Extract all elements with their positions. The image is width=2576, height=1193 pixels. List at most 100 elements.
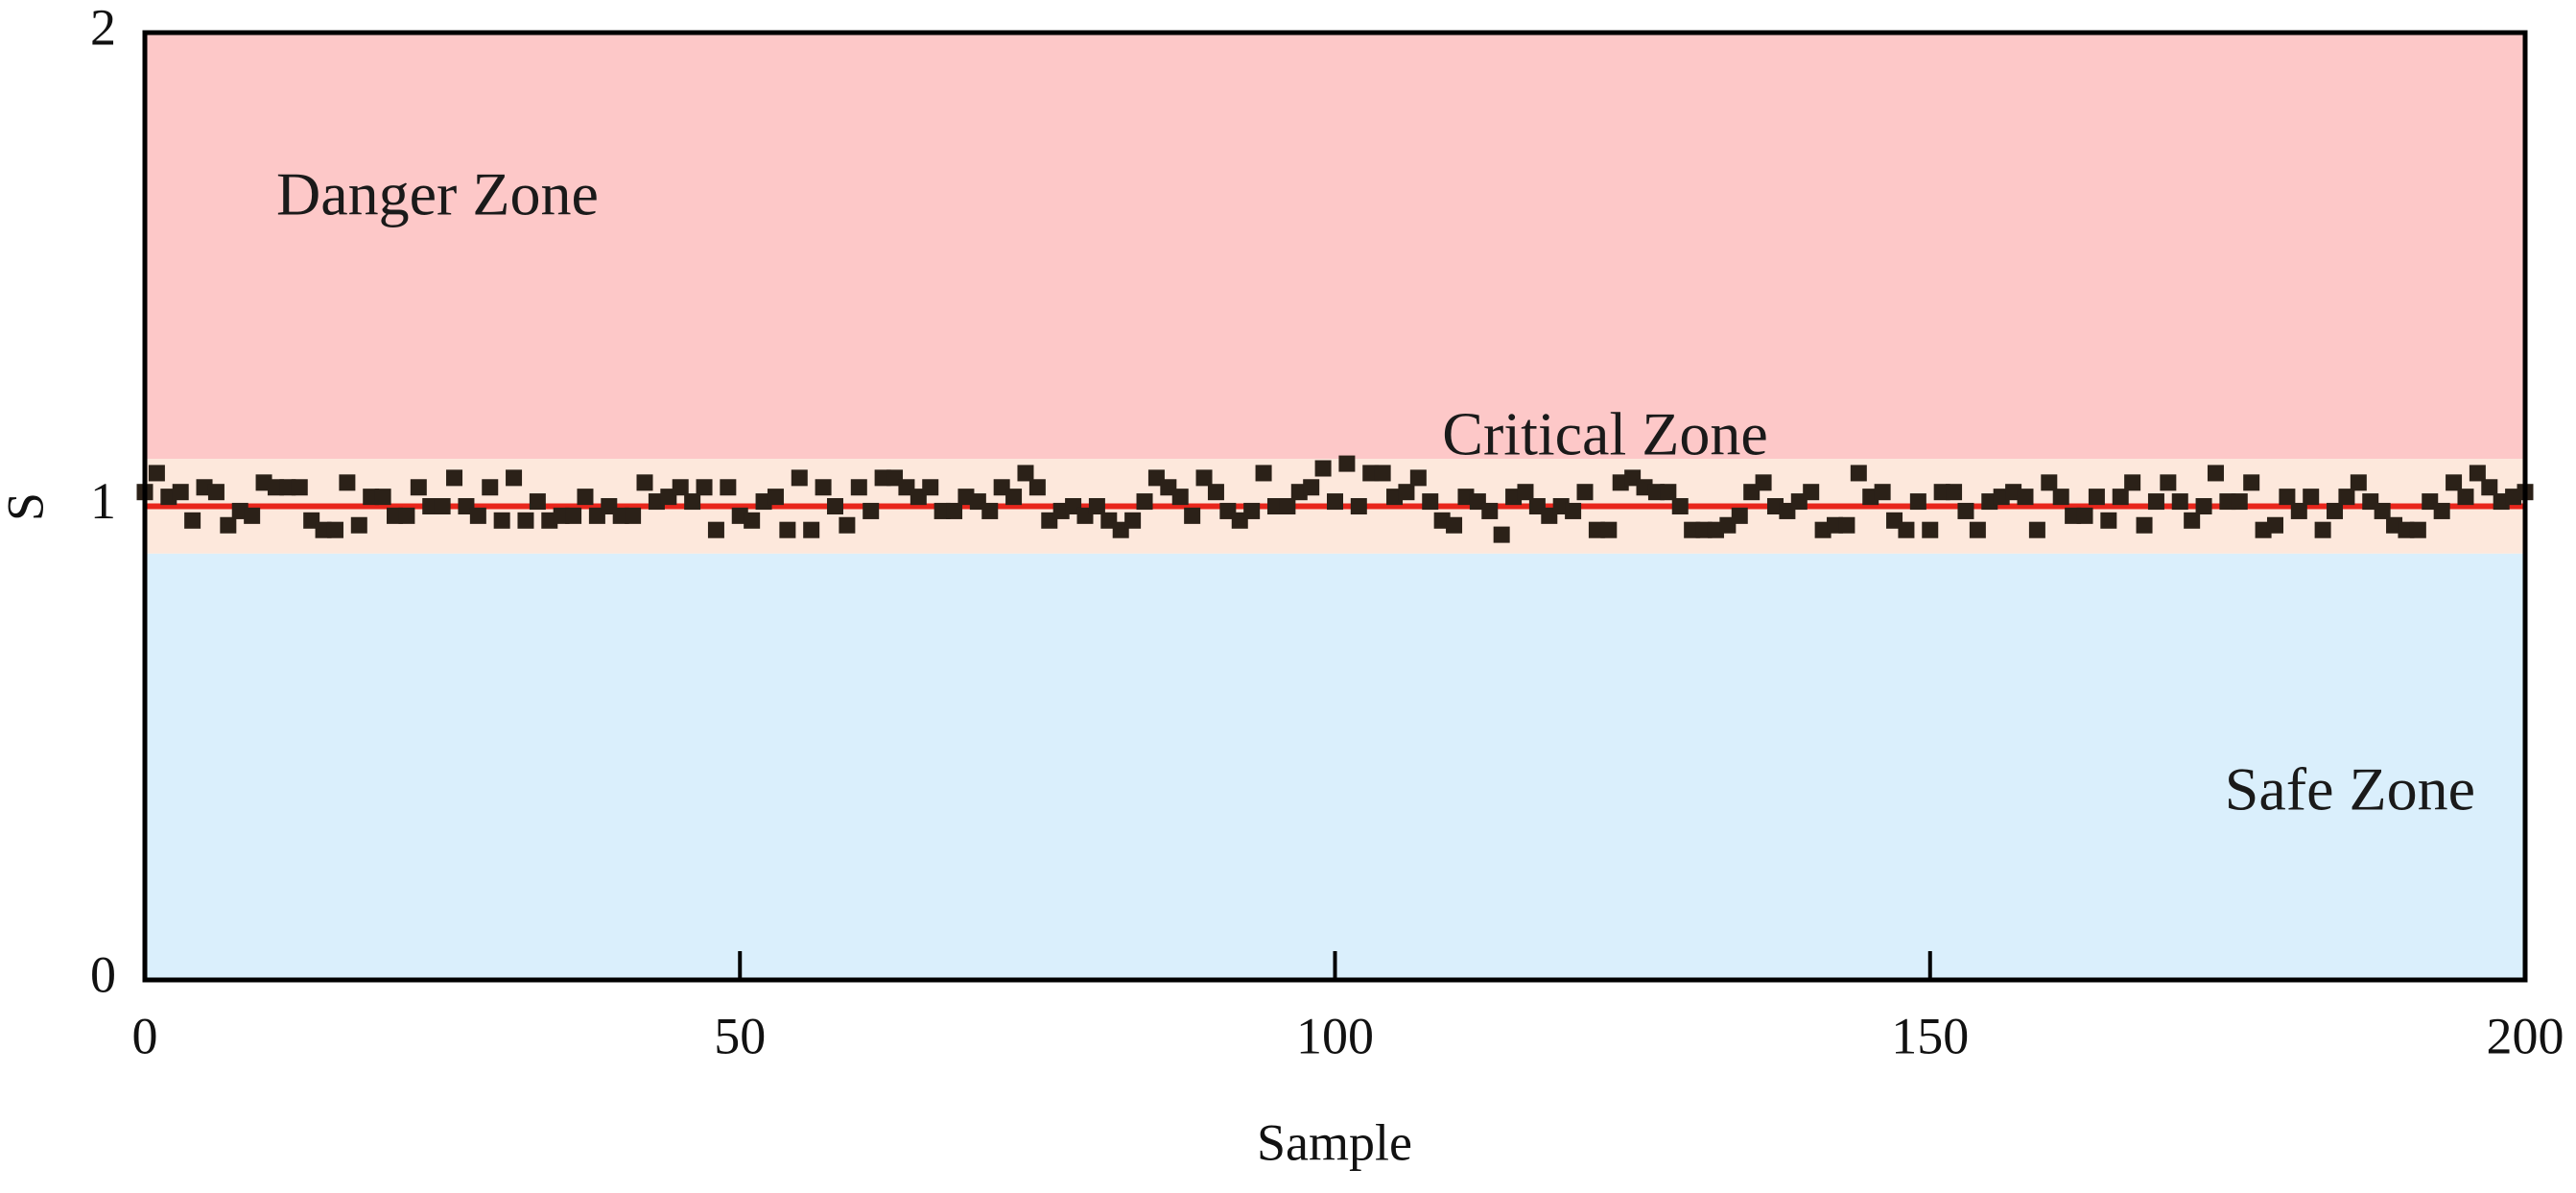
point bbox=[2338, 489, 2355, 506]
point bbox=[2124, 474, 2141, 491]
point bbox=[2041, 474, 2058, 491]
point bbox=[577, 489, 594, 506]
point bbox=[2327, 502, 2344, 519]
point bbox=[1374, 465, 1391, 482]
point bbox=[707, 521, 724, 538]
point bbox=[207, 484, 225, 501]
point bbox=[1184, 507, 1201, 524]
point bbox=[720, 479, 737, 496]
point bbox=[506, 469, 523, 487]
point bbox=[1850, 465, 1867, 482]
point bbox=[2100, 512, 2117, 529]
point bbox=[1874, 484, 1891, 501]
point bbox=[410, 479, 427, 496]
point bbox=[2266, 516, 2283, 534]
point bbox=[517, 512, 534, 529]
point bbox=[1731, 507, 1748, 524]
point bbox=[374, 489, 391, 506]
y-tick-label: 0 bbox=[90, 945, 116, 1003]
y-tick-label: 2 bbox=[90, 0, 116, 56]
point bbox=[482, 479, 499, 496]
zone-label: Safe Zone bbox=[2225, 755, 2475, 823]
point bbox=[2290, 502, 2307, 519]
point bbox=[2303, 489, 2320, 506]
point bbox=[220, 516, 237, 534]
point bbox=[2052, 489, 2069, 506]
point bbox=[2160, 474, 2177, 491]
point bbox=[2314, 521, 2331, 538]
point bbox=[326, 521, 343, 538]
point bbox=[172, 484, 189, 501]
point bbox=[767, 489, 784, 506]
point bbox=[1755, 474, 1772, 491]
point bbox=[1136, 493, 1153, 511]
point bbox=[636, 474, 653, 491]
point bbox=[398, 507, 415, 524]
point bbox=[2469, 465, 2486, 482]
point bbox=[1517, 484, 1534, 501]
point bbox=[2481, 479, 2498, 496]
point bbox=[1243, 502, 1261, 519]
point bbox=[2076, 507, 2093, 524]
point bbox=[1028, 479, 1046, 496]
point bbox=[1969, 521, 1986, 538]
point bbox=[1005, 489, 1023, 506]
point bbox=[981, 502, 999, 519]
point bbox=[1660, 484, 1677, 501]
point bbox=[1600, 521, 1618, 538]
point bbox=[184, 512, 201, 529]
point bbox=[1576, 484, 1594, 501]
point bbox=[1350, 498, 1367, 514]
point bbox=[791, 469, 808, 487]
point bbox=[2231, 493, 2248, 511]
point bbox=[696, 479, 713, 496]
point bbox=[850, 479, 867, 496]
point bbox=[2350, 474, 2367, 491]
point bbox=[350, 516, 367, 534]
point bbox=[1565, 502, 1582, 519]
point bbox=[815, 479, 832, 496]
point bbox=[2171, 493, 2188, 511]
point bbox=[2457, 489, 2474, 506]
point bbox=[1171, 489, 1189, 506]
point bbox=[1279, 498, 1296, 514]
point bbox=[684, 493, 701, 511]
point bbox=[1909, 493, 1926, 511]
point bbox=[529, 493, 546, 511]
point bbox=[1422, 493, 1439, 511]
point bbox=[1398, 484, 1415, 501]
point bbox=[1303, 479, 1320, 496]
zone-band bbox=[145, 33, 2525, 460]
point bbox=[1338, 455, 1356, 472]
point bbox=[1898, 521, 1915, 538]
point bbox=[2374, 502, 2391, 519]
point bbox=[1803, 484, 1820, 501]
x-axis-label: Sample bbox=[1257, 1113, 1412, 1171]
y-tick-label: 1 bbox=[90, 472, 116, 530]
point bbox=[339, 474, 356, 491]
point bbox=[565, 507, 582, 524]
point bbox=[2243, 474, 2260, 491]
point bbox=[863, 502, 880, 519]
point bbox=[1446, 516, 1463, 534]
point bbox=[1088, 498, 1105, 514]
zone-band bbox=[145, 553, 2525, 980]
point bbox=[1671, 498, 1689, 514]
point bbox=[2017, 489, 2034, 506]
point bbox=[2446, 474, 2463, 491]
point bbox=[1946, 484, 1963, 501]
point bbox=[244, 507, 261, 524]
point bbox=[922, 479, 939, 496]
point bbox=[2088, 489, 2105, 506]
point bbox=[493, 512, 510, 529]
point bbox=[779, 521, 796, 538]
x-tick-label: 200 bbox=[2487, 1007, 2564, 1064]
x-tick-label: 100 bbox=[1296, 1007, 1374, 1064]
y-axis-label: S bbox=[0, 492, 54, 521]
point bbox=[946, 502, 963, 519]
point bbox=[1838, 516, 1855, 534]
point bbox=[2207, 465, 2224, 482]
point bbox=[2112, 489, 2129, 506]
point bbox=[291, 479, 308, 496]
